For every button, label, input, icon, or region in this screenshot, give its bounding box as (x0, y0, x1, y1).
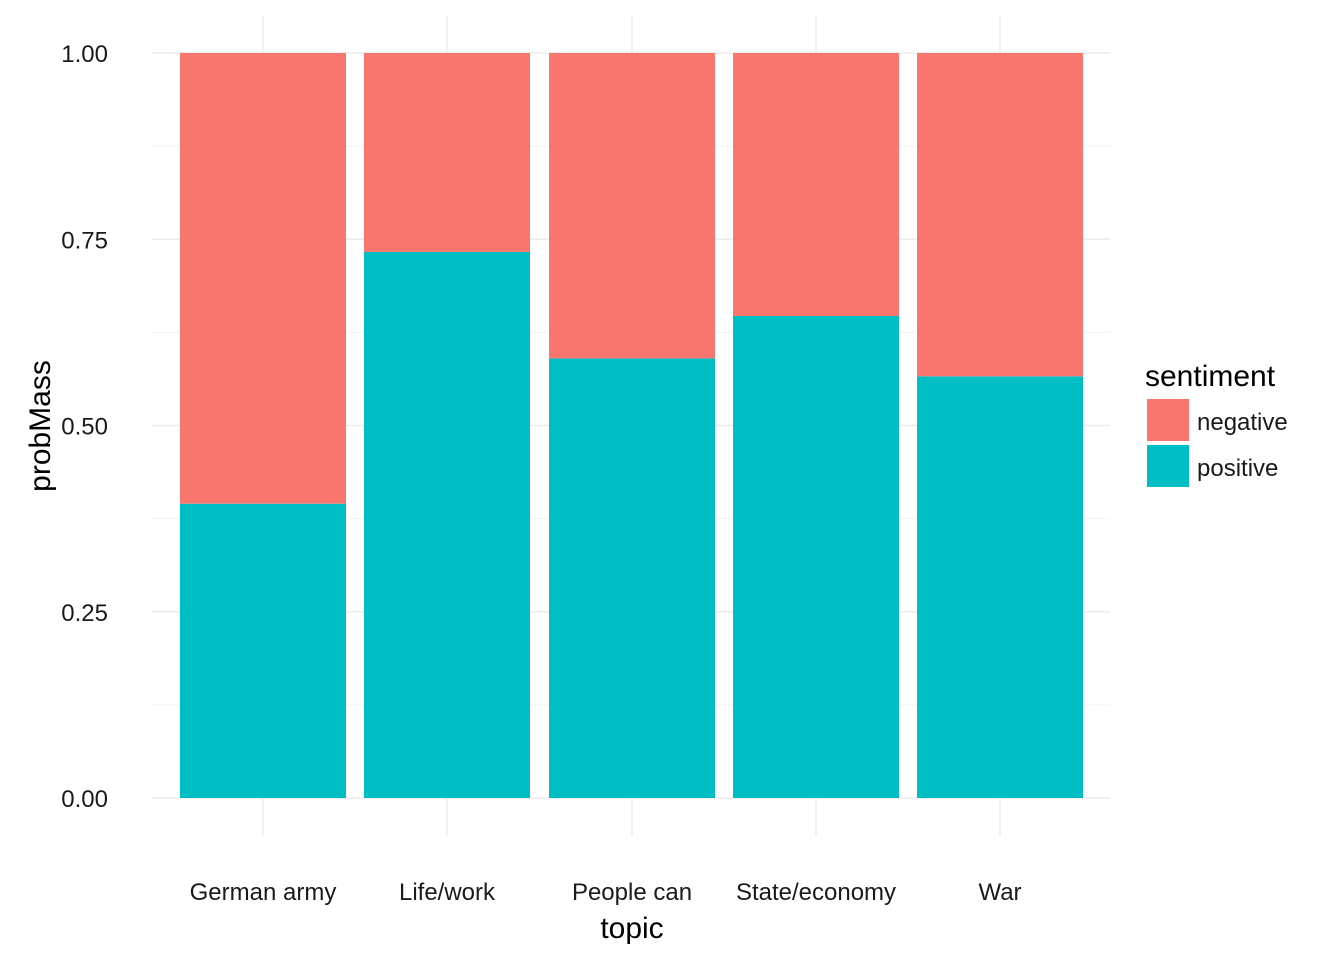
y-tick-label: 0.50 (61, 414, 108, 441)
y-axis-title: probMass (24, 360, 57, 492)
y-tick-label: 0.00 (61, 786, 108, 813)
bar-positive (180, 503, 346, 798)
bar-positive (549, 358, 715, 798)
y-tick-label: 0.25 (61, 600, 108, 627)
x-tick-label: State/economy (736, 879, 896, 906)
x-tick-label: People can (572, 879, 692, 906)
bar-negative (917, 53, 1083, 377)
x-tick-label: War (978, 879, 1021, 906)
y-tick-label: 1.00 (61, 41, 108, 68)
bar-positive (917, 376, 1083, 798)
bar-positive (733, 315, 899, 798)
y-tick-label: 0.75 (61, 227, 108, 254)
bar-positive (364, 251, 530, 799)
legend-label-positive: positive (1197, 455, 1278, 482)
x-axis-title: topic (600, 912, 663, 945)
legend-key-positive (1147, 445, 1189, 487)
x-tick-label: German army (190, 879, 337, 906)
legend-label-negative: negative (1197, 409, 1288, 436)
bar-negative (733, 53, 899, 316)
x-axis-ticks: German army Life/work People can State/econ… (190, 879, 1022, 906)
x-tick-label: Life/work (399, 879, 496, 906)
legend-title: sentiment (1145, 360, 1276, 393)
legend: sentiment negative positive (1145, 360, 1288, 487)
legend-key-negative (1147, 399, 1189, 441)
bar-negative (180, 53, 346, 504)
bar-negative (549, 53, 715, 359)
bars (180, 53, 1083, 799)
bar-negative (364, 53, 530, 252)
y-axis-ticks: 0.00 0.25 0.50 0.75 1.00 (61, 41, 108, 813)
